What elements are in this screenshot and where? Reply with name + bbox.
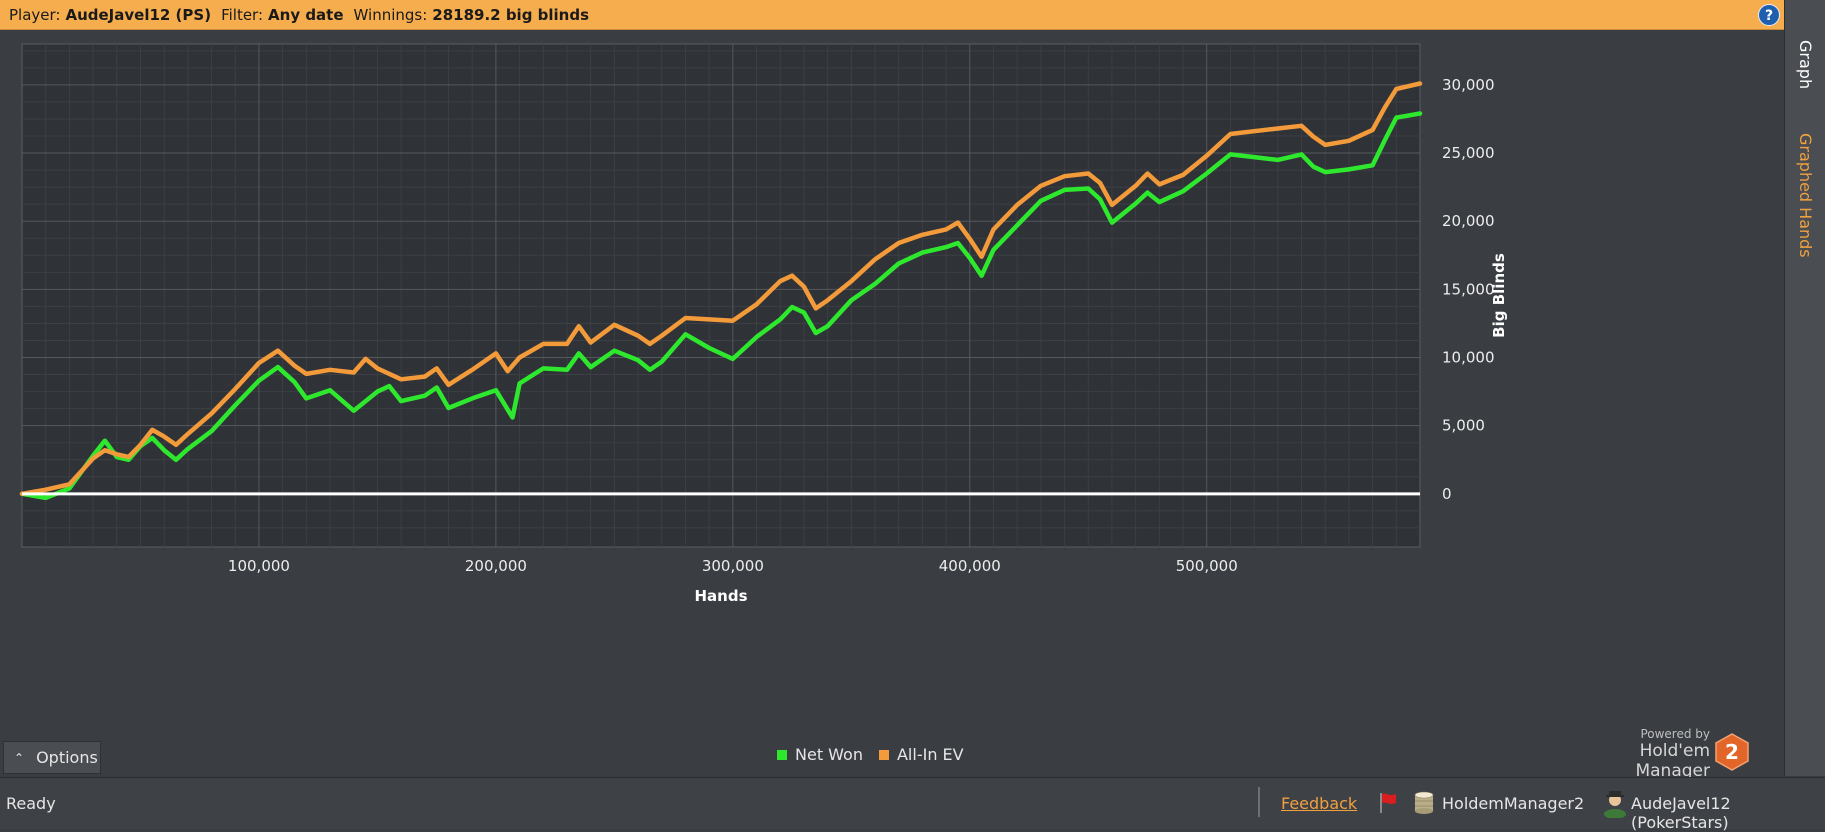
y-tick-label: 15,000 <box>1442 280 1495 298</box>
player-value[interactable]: AudeJavel12 (PS) <box>65 5 212 24</box>
status-bar: Ready Feedback HoldemManager2 AudeJavel1… <box>0 777 1825 832</box>
red-flag-icon[interactable] <box>1378 792 1398 814</box>
powered-by-line1: Powered by <box>1640 727 1710 741</box>
y-tick-label: 5,000 <box>1442 417 1485 435</box>
x-axis-title: Hands <box>694 587 747 605</box>
active-player-name[interactable]: AudeJavel12 (PokerStars) <box>1631 794 1731 832</box>
filter-header-bar: Player: AudeJavel12 (PS) Filter: Any dat… <box>0 0 1784 30</box>
winnings-graph: 100,000 200,000 300,000 400,000 500,000 0 5,00… <box>19 43 1508 605</box>
y-tick-label: 20,000 <box>1442 212 1495 230</box>
database-icon[interactable] <box>1414 791 1434 815</box>
holdem-manager-logo-icon: 2 <box>1715 733 1749 771</box>
chevron-up-icon: ⌃ <box>14 750 25 765</box>
legend-label-all-in-ev: All-In EV <box>896 745 964 764</box>
plot-area <box>21 43 1421 548</box>
y-tick-label: 25,000 <box>1442 144 1495 162</box>
legend-item-all-in-ev: All-In EV <box>878 745 964 764</box>
y-tick-label: 30,000 <box>1442 76 1495 94</box>
options-button[interactable]: ⌃ Options <box>3 741 101 774</box>
x-tick-label: 100,000 <box>228 557 290 575</box>
player-label: Player: <box>9 5 61 24</box>
tab-graph[interactable]: Graph <box>1796 40 1815 90</box>
filter-label: Filter: <box>221 5 264 24</box>
x-tick-label: 400,000 <box>939 557 1001 575</box>
status-separator <box>1258 787 1260 817</box>
filter-value[interactable]: Any date <box>268 5 344 24</box>
legend-swatch-all-in-ev <box>878 749 889 760</box>
database-name[interactable]: HoldemManager2 <box>1442 794 1585 813</box>
feedback-link[interactable]: Feedback <box>1281 794 1358 813</box>
player-avatar-icon[interactable] <box>1603 788 1627 818</box>
legend-swatch-net-won <box>777 749 787 760</box>
logo-badge-text: 2 <box>1725 740 1739 764</box>
x-tick-label: 200,000 <box>465 557 527 575</box>
help-icon[interactable]: ? <box>1758 4 1780 26</box>
tab-graphed-hands[interactable]: Graphed Hands <box>1796 132 1815 258</box>
y-tick-label: 10,000 <box>1442 349 1495 367</box>
options-label: Options <box>36 748 98 767</box>
legend-label-net-won: Net Won <box>795 745 863 764</box>
powered-by-line2: Hold'em Manager <box>1635 741 1710 781</box>
y-tick-label: 0 <box>1442 485 1452 503</box>
side-tab-strip: Graph Graphed Hands <box>1784 0 1825 776</box>
legend-item-net-won: Net Won <box>777 745 863 764</box>
y-axis-title: Big Blinds <box>1490 253 1508 338</box>
winnings-value: 28189.2 big blinds <box>432 5 590 24</box>
winnings-label: Winnings: <box>353 5 428 24</box>
chart-legend: Net Won All-In EV <box>777 745 980 764</box>
x-tick-label: 300,000 <box>702 557 764 575</box>
x-tick-label: 500,000 <box>1176 557 1238 575</box>
status-text: Ready <box>6 794 56 813</box>
series-line-net-won <box>19 111 1423 501</box>
powered-by: Powered by Hold'em Manager <box>1560 727 1710 781</box>
series-line-all-in-ev <box>19 81 1423 497</box>
